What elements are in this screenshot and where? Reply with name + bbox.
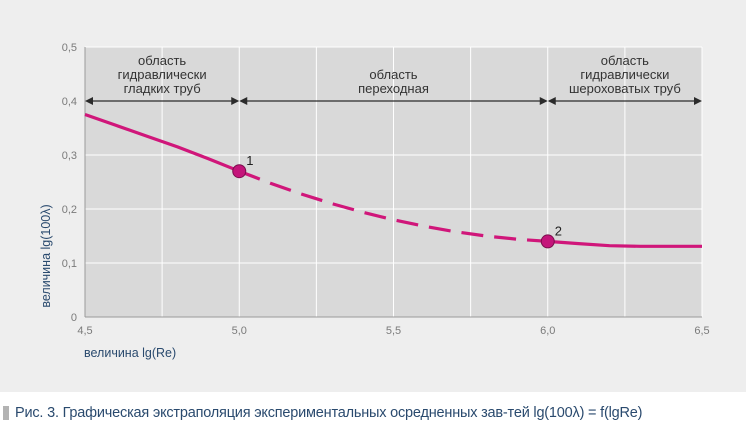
- y-tick-label: 0,1: [62, 258, 77, 270]
- y-tick-label: 0,4: [62, 96, 77, 108]
- y-tick-label: 0,5: [62, 42, 77, 54]
- region-arrow-head-right: [231, 97, 240, 105]
- marked-points: 12: [232, 153, 562, 249]
- region-label-line: область: [138, 53, 186, 68]
- region-label-line: шероховатых труб: [569, 81, 681, 96]
- marked-point: [232, 164, 247, 179]
- x-tick-label: 5,0: [232, 325, 247, 337]
- x-tick-label: 6,5: [694, 325, 709, 337]
- data-lines: [84, 112, 702, 248]
- region-arrow-head-right: [539, 97, 548, 105]
- region-arrow-head-left: [547, 97, 556, 105]
- series-line-solid: [547, 239, 702, 248]
- marked-point-label: 2: [555, 223, 562, 238]
- y-tick-label: 0,2: [62, 204, 77, 216]
- y-tick-label: 0: [71, 312, 77, 324]
- figure-panel: 4,5 5,0 5,5 6,0 6,5 0 0,1 0,2 0,3 0,4 0,5 область г…: [0, 0, 746, 392]
- region-label-line: переходная: [358, 81, 429, 96]
- y-tick-label: 0,3: [62, 150, 77, 162]
- caption-text: Рис. 3. Графическая экстраполяция экспер…: [15, 405, 643, 421]
- y-axis-title: величина lg(100λ): [39, 204, 53, 307]
- region-label-line: область: [601, 53, 649, 68]
- marked-point-label: 1: [246, 153, 253, 168]
- figure-caption: Рис. 3. Графическая экстраполяция экспер…: [0, 401, 746, 425]
- x-axis-title: величина lg(Re): [84, 346, 176, 360]
- series-line-solid: [84, 112, 240, 173]
- region-arrow-head-left: [85, 97, 93, 105]
- axes: 4,5 5,0 5,5 6,0 6,5 0 0,1 0,2 0,3 0,4 0,5: [62, 42, 710, 337]
- x-tick-label: 4,5: [77, 325, 92, 337]
- region-label-line: гидравлически: [118, 67, 207, 82]
- region-label-line: гладких труб: [124, 81, 201, 96]
- marked-point: [540, 234, 555, 249]
- series-line-dashed: [238, 169, 548, 243]
- x-tick-label: 6,0: [540, 325, 555, 337]
- caption-marker: [3, 406, 9, 420]
- region-label-line: область: [369, 67, 417, 82]
- chart: 4,5 5,0 5,5 6,0 6,500,10,20,30,40,5 областьг…: [39, 42, 710, 360]
- region-arrow-head-left: [239, 97, 248, 105]
- region-label-line: гидравлически: [580, 67, 669, 82]
- region-arrow-head-right: [694, 97, 702, 105]
- x-tick-label: 5,5: [386, 325, 401, 337]
